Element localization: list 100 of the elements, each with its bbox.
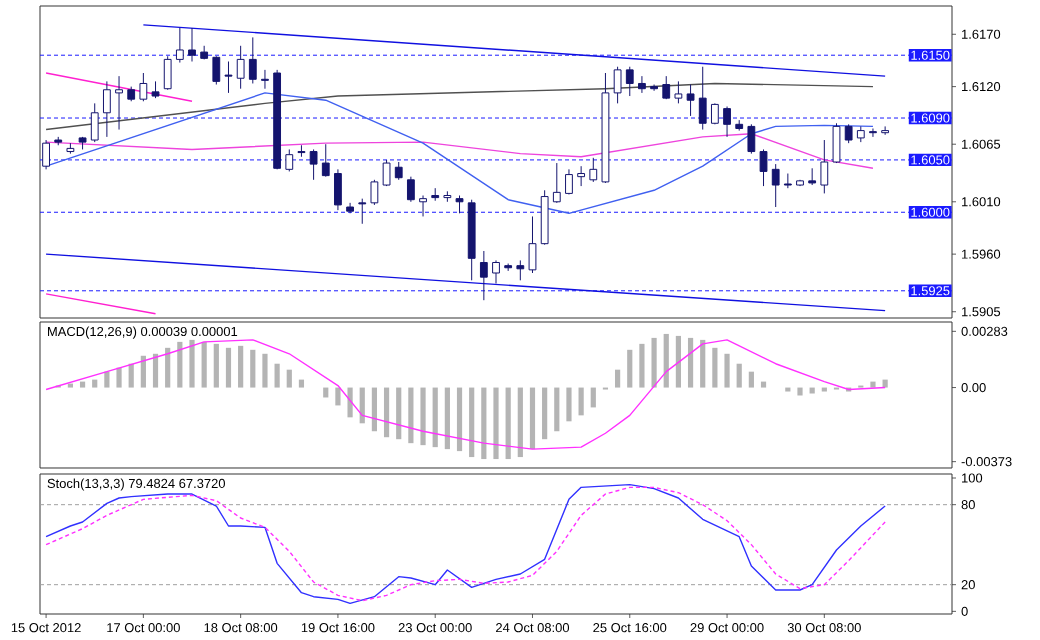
bar bbox=[396, 387, 402, 440]
bar bbox=[736, 363, 742, 388]
bar bbox=[651, 337, 657, 388]
bar bbox=[238, 345, 244, 388]
bar bbox=[262, 353, 268, 388]
candlestick bbox=[236, 45, 245, 90]
bar bbox=[590, 387, 596, 408]
candlestick bbox=[370, 179, 379, 206]
bar bbox=[408, 387, 414, 444]
bar bbox=[250, 349, 256, 388]
bar bbox=[189, 339, 195, 388]
bar bbox=[225, 347, 232, 388]
bar bbox=[870, 381, 876, 388]
bar bbox=[481, 387, 487, 460]
candlestick bbox=[248, 36, 257, 84]
candlestick bbox=[552, 162, 561, 204]
bar bbox=[578, 387, 584, 416]
candlestick bbox=[638, 75, 646, 94]
candlestick bbox=[382, 159, 391, 187]
candlestick bbox=[321, 143, 330, 178]
candlestick bbox=[406, 176, 415, 203]
candlestick bbox=[212, 55, 221, 86]
candlestick bbox=[820, 139, 829, 194]
bar bbox=[116, 367, 122, 388]
candlestick bbox=[175, 27, 184, 64]
bar bbox=[712, 347, 718, 388]
bar bbox=[748, 371, 754, 388]
candlestick bbox=[309, 148, 318, 181]
bar bbox=[882, 379, 888, 388]
bar bbox=[140, 355, 146, 388]
candlestick bbox=[334, 168, 342, 211]
bar bbox=[92, 379, 98, 388]
candlestick bbox=[261, 69, 269, 90]
candlestick bbox=[577, 165, 586, 187]
bar bbox=[615, 369, 621, 388]
bar bbox=[687, 337, 694, 388]
bar bbox=[213, 343, 219, 388]
candlestick bbox=[285, 148, 294, 172]
candlestick bbox=[759, 148, 768, 187]
bar bbox=[517, 387, 523, 458]
bar bbox=[760, 381, 767, 388]
line-series bbox=[45, 92, 874, 214]
candlestick bbox=[674, 80, 683, 104]
bar bbox=[566, 387, 572, 422]
candlestick bbox=[844, 123, 853, 144]
candlestick bbox=[528, 215, 537, 274]
candlestick bbox=[90, 102, 99, 143]
bar bbox=[347, 387, 353, 418]
line-series bbox=[45, 82, 874, 131]
bar bbox=[201, 341, 207, 388]
bar bbox=[724, 353, 730, 388]
bar bbox=[286, 369, 292, 388]
bar bbox=[152, 353, 159, 388]
candlestick bbox=[565, 168, 573, 195]
candlestick bbox=[650, 84, 658, 92]
bar bbox=[493, 387, 499, 460]
bar bbox=[444, 387, 450, 450]
bar bbox=[505, 387, 511, 460]
candlestick bbox=[358, 198, 367, 225]
bar bbox=[675, 335, 681, 388]
bar bbox=[298, 379, 305, 388]
bar bbox=[128, 363, 134, 388]
bar bbox=[639, 343, 645, 388]
bar bbox=[165, 347, 171, 388]
bar bbox=[335, 387, 341, 406]
candlestick bbox=[224, 60, 233, 94]
bar bbox=[542, 387, 548, 440]
candlestick bbox=[42, 139, 50, 170]
bar bbox=[371, 387, 377, 432]
candlestick bbox=[492, 259, 500, 284]
bar bbox=[797, 387, 803, 396]
bar bbox=[383, 387, 390, 438]
candlestick bbox=[832, 122, 841, 164]
candlestick bbox=[723, 106, 731, 138]
candlestick bbox=[881, 125, 890, 136]
candlestick bbox=[102, 80, 111, 138]
bar bbox=[274, 363, 280, 388]
bar bbox=[104, 371, 110, 388]
line-series bbox=[45, 339, 886, 450]
candlestick bbox=[115, 75, 123, 131]
bar bbox=[79, 381, 86, 388]
candlestick bbox=[540, 189, 549, 246]
bar bbox=[809, 387, 815, 394]
candlestick bbox=[589, 157, 598, 183]
candlestick bbox=[516, 259, 525, 281]
bar bbox=[177, 341, 183, 388]
bar bbox=[420, 387, 426, 446]
candlestick bbox=[613, 66, 622, 104]
candlestick bbox=[747, 123, 756, 155]
bar bbox=[456, 387, 463, 452]
candlestick bbox=[163, 55, 172, 91]
candlestick bbox=[698, 66, 707, 131]
bar bbox=[554, 387, 560, 432]
bar bbox=[627, 349, 633, 388]
candlestick bbox=[771, 163, 780, 208]
candlestick bbox=[139, 72, 148, 102]
bar bbox=[432, 387, 438, 448]
candlestick bbox=[686, 84, 695, 117]
candlestick bbox=[625, 66, 634, 97]
bar bbox=[700, 339, 706, 388]
